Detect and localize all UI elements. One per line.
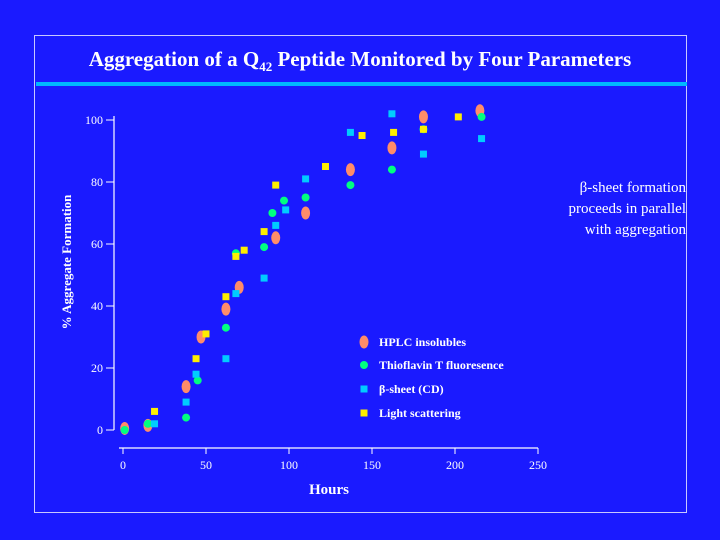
legend-marker: [360, 361, 368, 369]
data-point-thioflavin-t-fluoresence: [301, 193, 310, 202]
title-underline: [36, 82, 687, 86]
data-point-hplc-insolubles: [301, 206, 311, 220]
data-point-light-scattering: [419, 125, 427, 133]
x-tick-label: 100: [280, 458, 298, 472]
title-subscript: 42: [259, 59, 273, 75]
data-point-light-scattering: [454, 113, 462, 121]
y-tick-label: 80: [91, 175, 103, 189]
data-point-sheet-cd: [272, 221, 280, 229]
data-point-thioflavin-t-fluoresence: [143, 419, 152, 428]
y-tick-label: 40: [91, 299, 103, 313]
data-point-thioflavin-t-fluoresence: [346, 181, 355, 190]
data-point-light-scattering: [202, 330, 210, 338]
y-axis-label: % Aggregate Formation: [59, 194, 74, 330]
legend-label: β-sheet (CD): [379, 382, 444, 396]
data-point-thioflavin-t-fluoresence: [182, 413, 191, 422]
data-point-sheet-cd: [151, 420, 159, 428]
legend: HPLC insolubles Thioflavin T fluoresence β…: [359, 335, 504, 420]
data-point-thioflavin-t-fluoresence: [280, 196, 289, 205]
chart-annotation: β-sheet formation proceeds in parallel w…: [568, 180, 686, 238]
legend-marker: [360, 409, 368, 417]
data-point-light-scattering: [151, 407, 159, 415]
title-rest: Peptide Monitored by Four Parameters: [272, 47, 632, 71]
chart-title: Aggregation of a Q42 Peptide Monitored b…: [40, 44, 680, 80]
data-point-sheet-cd: [260, 274, 268, 282]
data-point-sheet-cd: [419, 150, 427, 158]
data-point-hplc-insolubles: [345, 163, 355, 177]
data-point-sheet-cd: [182, 398, 190, 406]
x-tick-label: 50: [200, 458, 212, 472]
data-point-sheet-cd: [222, 355, 230, 363]
data-point-light-scattering: [260, 228, 268, 236]
data-point-hplc-insolubles: [387, 141, 397, 155]
data-point-hplc-insolubles: [221, 302, 231, 316]
data-point-thioflavin-t-fluoresence: [268, 209, 277, 217]
y-tick-label: 0: [97, 423, 103, 437]
legend-label: Thioflavin T fluoresence: [379, 358, 504, 372]
data-point-sheet-cd: [302, 175, 310, 183]
data-point-light-scattering: [390, 128, 398, 136]
data-point-hplc-insolubles: [271, 231, 281, 245]
x-tick-label: 250: [529, 458, 547, 472]
axes: 0 20 40 60 80 100 0 50 100 150 200 250: [85, 113, 547, 472]
data-point-light-scattering: [272, 181, 280, 189]
data-point-sheet-cd: [192, 370, 200, 378]
data-point-light-scattering: [322, 163, 330, 170]
chart-frame: [34, 35, 687, 513]
data-point-light-scattering: [232, 252, 240, 260]
data-point-light-scattering: [358, 132, 366, 139]
y-tick-label: 100: [85, 113, 103, 127]
data-point-light-scattering: [192, 355, 200, 363]
data-point-thioflavin-t-fluoresence: [193, 376, 202, 385]
y-tick-label: 20: [91, 361, 103, 375]
data-point-sheet-cd: [346, 128, 354, 136]
x-tick-label: 150: [363, 458, 381, 472]
data-point-sheet-cd: [478, 135, 486, 143]
legend-label: HPLC insolubles: [379, 335, 466, 349]
legend-marker: [360, 385, 368, 393]
data-points: [120, 104, 486, 435]
data-point-thioflavin-t-fluoresence: [120, 426, 129, 434]
x-tick-label: 0: [120, 458, 126, 472]
data-point-thioflavin-t-fluoresence: [221, 323, 230, 332]
legend-marker: [359, 335, 369, 349]
legend-label: Light scattering: [379, 406, 461, 420]
x-axis-label: Hours: [309, 482, 349, 498]
data-point-hplc-insolubles: [418, 110, 428, 124]
data-point-sheet-cd: [232, 290, 240, 298]
y-tick-label: 60: [91, 237, 103, 251]
x-tick-label: 200: [446, 458, 464, 472]
data-point-light-scattering: [222, 293, 230, 301]
data-point-sheet-cd: [282, 206, 290, 214]
data-point-light-scattering: [240, 246, 248, 254]
title-main: Aggregation of a Q: [88, 47, 260, 71]
data-point-sheet-cd: [388, 110, 396, 118]
data-point-thioflavin-t-fluoresence: [477, 112, 486, 121]
data-point-thioflavin-t-fluoresence: [260, 243, 269, 252]
data-point-hplc-insolubles: [181, 380, 191, 394]
data-point-thioflavin-t-fluoresence: [387, 165, 396, 174]
